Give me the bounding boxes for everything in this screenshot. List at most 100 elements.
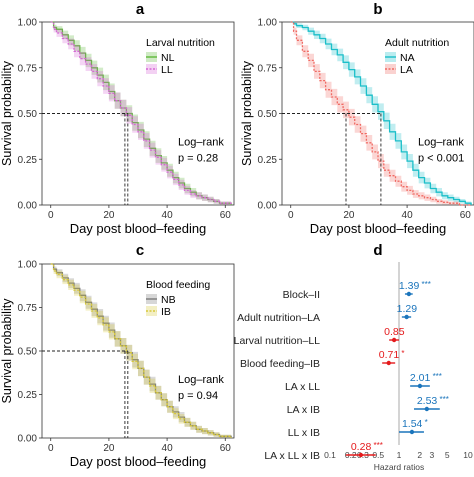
- y-tick-label: 0.00: [18, 434, 38, 445]
- survival-line-LL: [50, 21, 232, 205]
- x-tick-label: 60: [220, 210, 232, 221]
- x-axis-label: Hazard ratios: [374, 462, 425, 472]
- y-tick-label: 0.75: [258, 63, 278, 74]
- confidence-band-IB: [50, 264, 232, 438]
- x-tick-label: 0: [48, 443, 54, 454]
- logrank-pvalue: p = 0.28: [178, 153, 218, 165]
- x-tick-label: 60: [220, 443, 232, 454]
- hazard-point: [424, 406, 430, 412]
- survival-panel-c: 0.00 0.25 0.50 0.75 1.00 0 20 40 60 Day post bloo…: [0, 260, 235, 469]
- x-tick-label: 20: [343, 210, 355, 221]
- logrank-pvalue: p = 0.94: [178, 390, 218, 402]
- logrank-label: Log–rank: [418, 137, 464, 149]
- hr-value: 2.53: [417, 395, 438, 407]
- x-tick-label: 2: [417, 450, 422, 460]
- hr-value: 1.54: [402, 418, 423, 430]
- hr-value-label: 0.28 ***: [351, 441, 383, 453]
- x-tick-label: 20: [103, 443, 115, 454]
- x-tick-label: 40: [162, 210, 174, 221]
- significance-stars: ***: [430, 372, 442, 381]
- y-tick-label: 0.25: [18, 390, 38, 401]
- y-tick-label: 0.50: [18, 109, 38, 120]
- significance-stars: *: [399, 349, 404, 358]
- legend-label-LA: LA: [400, 64, 413, 76]
- hr-value-label: 2.01 ***: [410, 372, 442, 384]
- row-label: Adult nutrition–LA: [237, 312, 320, 324]
- legend-label-NB: NB: [161, 294, 176, 306]
- y-tick-label: 1.00: [18, 260, 38, 271]
- y-tick-label: 0.00: [258, 201, 278, 212]
- row-label: LL x IB: [288, 427, 320, 439]
- hr-value-label: 1.29: [397, 303, 418, 315]
- significance-stars: *: [422, 418, 427, 427]
- x-axis-label: Day post blood–feeding: [70, 454, 207, 469]
- y-tick-label: 0.50: [18, 347, 38, 358]
- y-tick-label: 1.00: [18, 18, 38, 29]
- panel-letter-d: d: [373, 242, 382, 259]
- survival-panel-a: 0.00 0.25 0.50 0.75 1.00 0 20 40 60 Day post bloo…: [0, 18, 235, 236]
- row-label: LA x IB: [287, 404, 320, 416]
- x-axis-label: Day post blood–feeding: [310, 221, 447, 236]
- hazard-point: [409, 429, 415, 435]
- legend-title: Adult nutrition: [385, 37, 449, 49]
- hr-value-label: 0.71 *: [379, 349, 405, 361]
- hr-value: 0.28: [351, 441, 372, 453]
- legend-title: Larval nutrition: [146, 37, 215, 49]
- logrank-pvalue: p < 0.001: [418, 153, 464, 165]
- confidence-band-LL: [50, 22, 232, 205]
- legend-label-NL: NL: [161, 52, 175, 64]
- hazard-point: [391, 337, 397, 343]
- hr-value-label: 0.85: [384, 326, 405, 338]
- row-label: Block–II: [283, 289, 320, 301]
- hr-value: 0.71: [379, 349, 400, 361]
- y-axis-label: Survival probability: [240, 60, 254, 166]
- significance-stars: ***: [419, 280, 431, 289]
- x-tick-label: 0: [48, 210, 54, 221]
- panel-letter-a: a: [136, 1, 145, 18]
- y-tick-label: 0.75: [18, 63, 38, 74]
- confidence-band-NB: [50, 264, 232, 438]
- hr-value-label: 2.53 ***: [417, 395, 449, 407]
- survival-line-NA: [290, 21, 472, 205]
- row-label: Blood feeding–IB: [240, 358, 320, 370]
- significance-stars: ***: [437, 395, 449, 404]
- x-tick-label: 20: [103, 210, 115, 221]
- x-axis-label: Day post blood–feeding: [70, 221, 207, 236]
- x-tick-label: 0: [288, 210, 294, 221]
- hazard-point: [386, 360, 391, 366]
- x-tick-label: 0.5: [372, 450, 384, 460]
- hr-value: 1.39: [399, 280, 420, 292]
- plot-frame: [41, 21, 235, 206]
- row-label: LA x LL: [285, 381, 320, 393]
- x-tick-label: 40: [402, 210, 414, 221]
- hazard-point: [417, 383, 423, 389]
- y-tick-label: 0.25: [18, 155, 38, 166]
- hazard-point: [358, 452, 364, 458]
- legend-label-NA: NA: [400, 52, 415, 64]
- x-tick-label: 40: [162, 443, 174, 454]
- y-axis-label: Survival probability: [0, 298, 14, 404]
- legend-title: Blood feeding: [146, 279, 210, 291]
- hazard-point: [404, 314, 409, 320]
- hazard-point: [406, 291, 412, 297]
- hr-value-label: 1.54 *: [402, 418, 428, 430]
- significance-stars: ***: [371, 441, 383, 450]
- survival-panel-b: 0.00 0.25 0.50 0.75 1.00 0 20 40 60 Day post bloo…: [240, 18, 474, 236]
- legend-label-IB: IB: [161, 306, 171, 318]
- y-tick-label: 0.25: [258, 155, 278, 166]
- x-tick-label: 1: [397, 450, 402, 460]
- y-tick-label: 1.00: [258, 18, 278, 29]
- survival-line-LA: [290, 21, 472, 206]
- panel-letter-b: b: [373, 1, 382, 18]
- hr-value: 0.85: [384, 326, 405, 338]
- x-tick-label: 3: [430, 450, 435, 460]
- row-label: LA x LL x IB: [264, 450, 320, 462]
- x-tick-label: 60: [460, 210, 472, 221]
- legend-label-LL: LL: [161, 64, 173, 76]
- logrank-label: Log–rank: [178, 137, 224, 149]
- panel-letter-c: c: [136, 242, 144, 259]
- x-tick-label: 0.1: [324, 450, 336, 460]
- row-label: Larval nutrition–LL: [234, 335, 321, 347]
- hr-value-label: 1.39 ***: [399, 280, 431, 292]
